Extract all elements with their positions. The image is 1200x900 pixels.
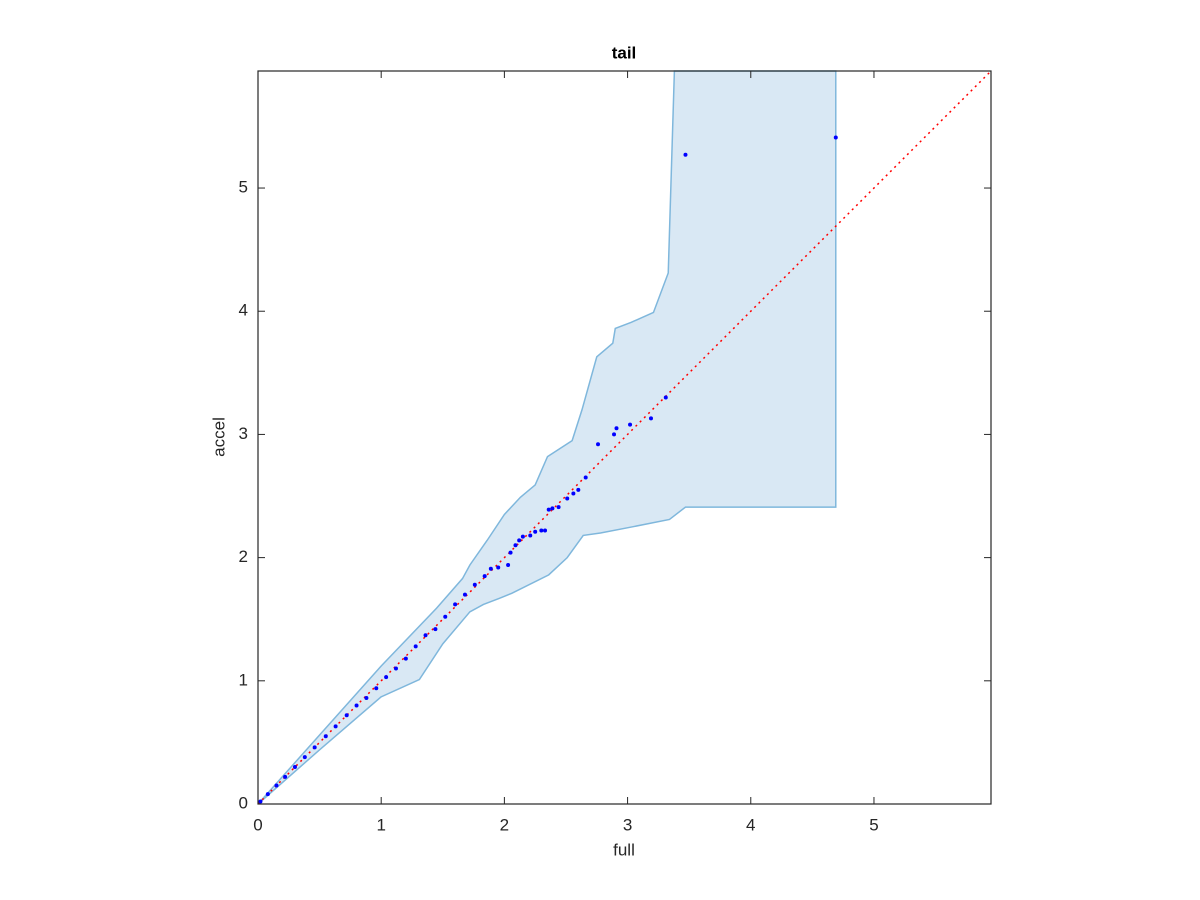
data-point (292, 765, 297, 770)
y-tick-label: 3 (239, 424, 248, 443)
data-point (453, 602, 458, 607)
data-point (462, 592, 467, 597)
y-tick-label: 4 (239, 301, 248, 320)
data-point (488, 566, 493, 571)
data-point (472, 582, 477, 587)
x-axis-label: full (613, 840, 635, 859)
data-point (393, 666, 398, 671)
data-point (443, 614, 448, 619)
y-tick-label: 1 (239, 670, 248, 689)
data-point (364, 696, 369, 701)
data-point (384, 675, 389, 680)
data-point (571, 491, 576, 496)
data-point (546, 507, 551, 512)
x-tick-label: 0 (253, 815, 262, 834)
data-point (274, 783, 279, 788)
y-axis-label: accel (209, 417, 228, 457)
plot-frame (257, 70, 992, 805)
data-point (506, 563, 511, 568)
data-point (312, 745, 317, 750)
data-point (556, 505, 561, 510)
data-point (614, 426, 619, 431)
data-point (628, 422, 633, 427)
data-point (374, 686, 379, 691)
data-point (576, 487, 581, 492)
data-point (265, 792, 270, 797)
data-point (333, 724, 338, 729)
y-tick-label: 5 (239, 178, 248, 197)
data-point (496, 565, 501, 570)
data-point (423, 633, 428, 638)
data-point (258, 799, 263, 804)
data-point (565, 496, 570, 501)
data-point (508, 550, 513, 555)
data-point (517, 538, 522, 543)
data-point (403, 656, 408, 661)
x-tick-label: 2 (500, 815, 509, 834)
x-tick-label: 4 (746, 815, 755, 834)
data-point (533, 529, 538, 534)
data-point (539, 528, 544, 533)
confidence-band (257, 70, 837, 805)
y-tick-label: 0 (239, 793, 248, 812)
data-point (833, 135, 838, 140)
data-point (482, 574, 487, 579)
y-tick-label: 2 (239, 547, 248, 566)
data-point (663, 395, 668, 400)
data-point (596, 442, 601, 447)
data-point (433, 627, 438, 632)
x-tick-label: 1 (376, 815, 385, 834)
data-point (683, 152, 688, 157)
data-point (612, 432, 617, 437)
data-point (323, 734, 328, 739)
data-point (550, 506, 555, 511)
data-point (648, 416, 653, 421)
data-point (302, 755, 307, 760)
data-point (413, 644, 418, 649)
x-tick-label: 3 (623, 815, 632, 834)
data-point (354, 703, 359, 708)
data-point (513, 543, 518, 548)
data-point (543, 528, 548, 533)
data-point (344, 713, 349, 718)
data-point (528, 533, 533, 538)
x-tick-label: 5 (869, 815, 878, 834)
data-point (583, 475, 588, 480)
data-point (520, 534, 525, 539)
data-point (283, 774, 288, 779)
chart-title: tail (612, 43, 637, 62)
